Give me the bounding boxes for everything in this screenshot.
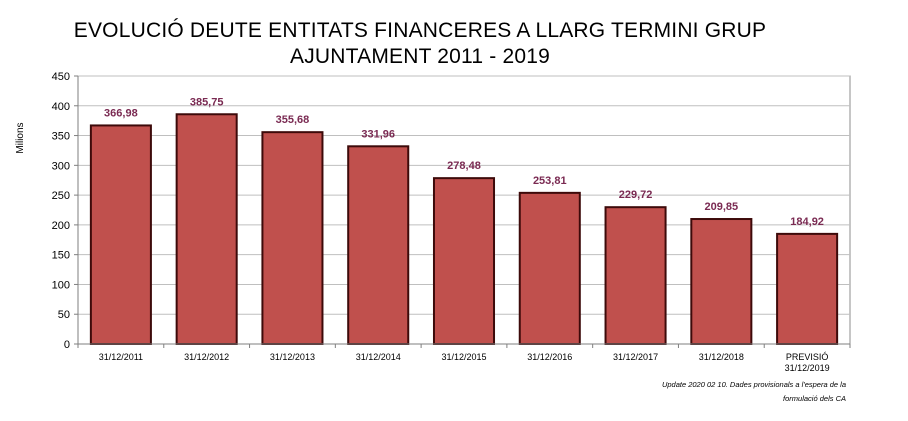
bar-value-label: 385,75 — [190, 96, 224, 108]
x-tick-label: 31/12/2017 — [613, 352, 658, 362]
chart-title-line-2: AJUNTAMENT 2011 - 2019 — [290, 45, 550, 68]
footnote-line-1: Update 2020 02 10. Dades provisionals a … — [661, 380, 846, 389]
bar-value-label: 331,96 — [361, 128, 395, 140]
bar-value-label: 209,85 — [705, 201, 739, 213]
y-tick-label: 50 — [58, 309, 70, 321]
footnote-line-2: formulació dels CA — [783, 394, 846, 403]
y-tick-label: 200 — [52, 220, 70, 232]
bar — [518, 191, 581, 345]
y-tick-label: 150 — [52, 250, 70, 262]
footnote: Update 2020 02 10. Dades provisionals a … — [546, 378, 846, 406]
x-tick-label: 31/12/2018 — [699, 352, 744, 362]
chart-title: EVOLUCIÓ DEUTE ENTITATS FINANCERES A LLA… — [60, 18, 780, 70]
bar — [604, 206, 667, 345]
bar — [776, 232, 839, 346]
bar — [175, 113, 238, 345]
bar — [432, 177, 496, 345]
bar — [89, 124, 152, 345]
y-axis-label: Milions — [15, 122, 26, 153]
y-tick-label: 400 — [52, 101, 70, 113]
x-tick-label: 31/12/2014 — [356, 352, 401, 362]
y-tick-label: 100 — [52, 279, 70, 291]
y-tick-label: 250 — [52, 190, 70, 202]
bar-value-label: 229,72 — [619, 189, 653, 201]
bar — [261, 131, 324, 345]
x-tick-label: PREVISIÓ — [786, 352, 829, 362]
bar-value-label: 184,92 — [790, 216, 824, 228]
bar — [347, 145, 410, 345]
y-tick-label: 300 — [52, 160, 70, 172]
y-tick-label: 0 — [64, 339, 70, 351]
bar-value-label: 278,48 — [447, 160, 481, 172]
bar-value-label: 253,81 — [533, 175, 567, 187]
x-tick-label: 31/12/2013 — [270, 352, 315, 362]
bar — [690, 218, 753, 345]
x-tick-label: 31/12/2012 — [184, 352, 229, 362]
bar-value-label: 355,68 — [276, 114, 310, 126]
bar-value-label: 366,98 — [104, 107, 138, 119]
x-tick-label: 31/12/2019 — [785, 363, 830, 373]
x-tick-label: 31/12/2016 — [527, 352, 572, 362]
x-tick-label: 31/12/2011 — [99, 352, 143, 362]
y-tick-label: 450 — [52, 71, 70, 83]
x-tick-label: 31/12/2015 — [441, 352, 486, 362]
chart-title-line-1: EVOLUCIÓ DEUTE ENTITATS FINANCERES A LLA… — [73, 19, 767, 42]
y-tick-label: 350 — [52, 131, 70, 143]
